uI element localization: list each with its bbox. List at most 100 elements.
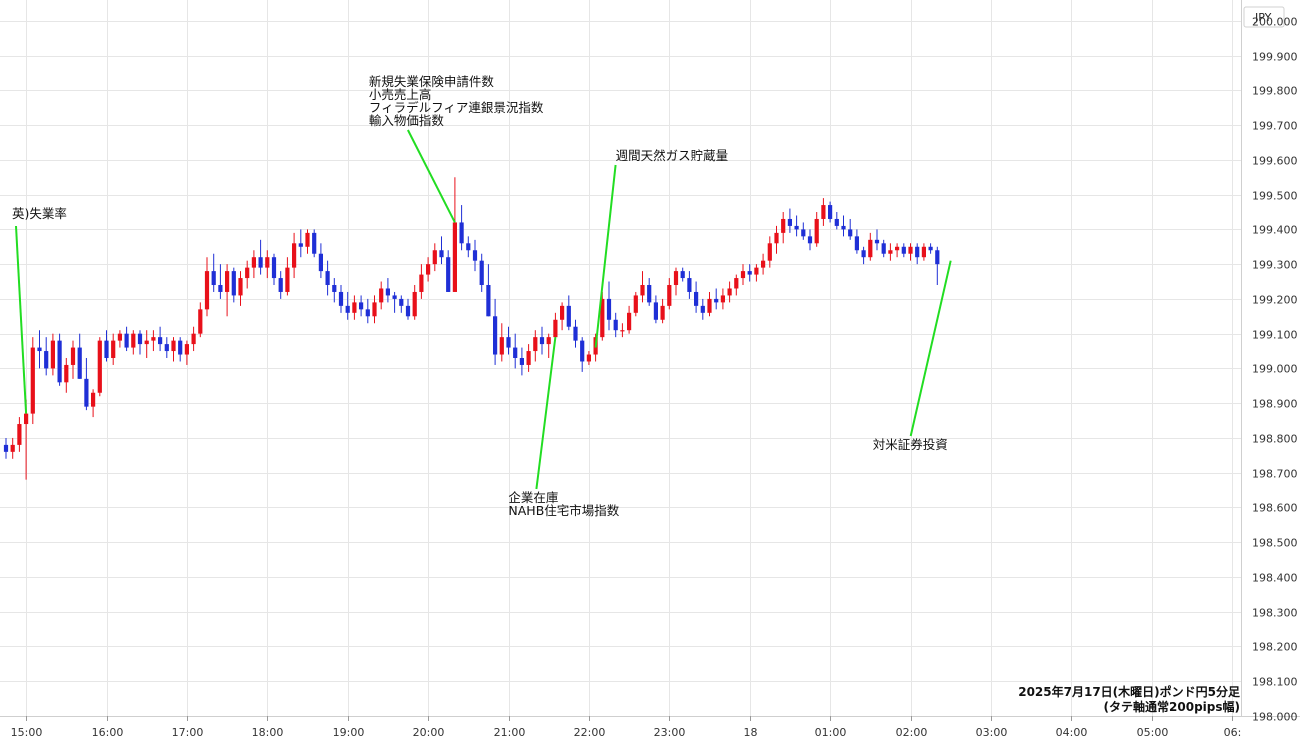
- candle-body: [606, 298, 612, 320]
- x-axis-ticks: 15:00 16:00 17:00 18:00 19:00 20:00 21:00 22:00…: [11, 716, 1241, 739]
- annotation: 対米証券投資: [873, 260, 952, 452]
- candle: [372, 295, 377, 324]
- candle: [178, 337, 183, 362]
- candle-body: [586, 354, 591, 362]
- candle: [271, 253, 277, 286]
- y-tick-label: 199.800: [1252, 85, 1298, 98]
- candle-body: [673, 271, 679, 286]
- candle: [84, 358, 89, 411]
- candle: [620, 323, 625, 338]
- candle: [365, 298, 370, 324]
- candle-body: [774, 232, 779, 244]
- candle: [526, 344, 531, 372]
- candle-body: [647, 285, 652, 303]
- candle: [854, 229, 859, 254]
- candle-body: [901, 246, 906, 254]
- candle: [707, 291, 712, 317]
- candle-body: [446, 257, 451, 292]
- x-tick-label: 20:00: [413, 726, 445, 739]
- candle-body: [754, 267, 759, 275]
- candle: [345, 291, 350, 320]
- candle: [332, 278, 337, 303]
- candle-body: [459, 222, 464, 244]
- candle: [573, 319, 578, 348]
- candle-body: [30, 347, 35, 414]
- candle: [426, 257, 431, 282]
- x-tick-label: 02:00: [896, 726, 928, 739]
- annotation-label: 輸入物価指数: [369, 113, 445, 128]
- y-tick-label: 199.100: [1252, 329, 1298, 342]
- candle: [338, 285, 344, 313]
- candle: [781, 212, 786, 244]
- x-tick-label: 17:00: [172, 726, 204, 739]
- candle: [258, 239, 263, 275]
- candle: [97, 337, 102, 397]
- annotation-label: フィラデルフィア連銀景況指数: [369, 100, 544, 115]
- candle: [3, 437, 9, 459]
- candle: [44, 337, 49, 376]
- candle-body: [787, 218, 792, 226]
- y-tick-label: 199.000: [1252, 363, 1298, 376]
- x-tick-label: 18:00: [252, 726, 284, 739]
- x-tick-label: 04:00: [1056, 726, 1088, 739]
- annotation: 英)失業率: [12, 206, 67, 414]
- candle: [861, 246, 866, 265]
- annotation-label: 新規失業保険申請件数: [369, 74, 495, 89]
- candle-body: [499, 337, 504, 355]
- candle-body: [546, 337, 551, 345]
- candle: [204, 257, 210, 317]
- candle-body: [620, 330, 625, 332]
- candle: [466, 236, 471, 258]
- candle: [660, 298, 665, 324]
- candle-body: [50, 340, 55, 369]
- x-tick-label: 01:00: [815, 726, 847, 739]
- candle-body: [171, 340, 176, 352]
- candle-body: [680, 271, 685, 279]
- candle: [298, 229, 303, 258]
- candle: [117, 330, 122, 348]
- candle: [566, 295, 571, 331]
- candle: [506, 326, 511, 355]
- candle-body: [814, 218, 819, 244]
- candle: [151, 330, 156, 352]
- candle: [225, 264, 230, 317]
- candle: [633, 291, 638, 317]
- candle-body: [338, 291, 344, 306]
- candle-body: [305, 232, 310, 247]
- y-tick-label: 198.100: [1252, 676, 1298, 689]
- candle-body: [660, 305, 665, 320]
- candle-body: [834, 218, 839, 226]
- candle: [472, 239, 478, 272]
- candle-body: [928, 246, 933, 251]
- candle-body: [91, 392, 96, 407]
- candle-body: [740, 271, 746, 279]
- candle: [305, 229, 310, 254]
- candle: [921, 243, 926, 261]
- annotations: 英)失業率 新規失業保険申請件数小売売上高フィラデルフィア連銀景況指数輸入物価指数…: [12, 74, 952, 518]
- candle: [459, 205, 464, 251]
- candle-body: [151, 337, 156, 341]
- candle-body: [117, 333, 122, 341]
- candle: [137, 330, 143, 355]
- candle-body: [613, 319, 618, 331]
- candle-body: [225, 271, 230, 292]
- candle-body: [506, 337, 511, 348]
- candle: [874, 229, 880, 251]
- y-tick-label: 198.200: [1252, 641, 1298, 654]
- y-tick-label: 198.500: [1252, 537, 1298, 550]
- candle-body: [700, 305, 705, 313]
- candle-body: [667, 285, 672, 306]
- candle-body: [278, 278, 283, 292]
- candle: [164, 337, 169, 358]
- candle: [895, 243, 900, 258]
- candle-body: [231, 271, 236, 296]
- candle-body: [908, 246, 913, 254]
- candle: [198, 302, 203, 338]
- candle: [586, 351, 591, 365]
- candle-body: [935, 250, 940, 265]
- candle: [533, 330, 538, 362]
- candle: [37, 330, 42, 369]
- candle: [908, 243, 913, 261]
